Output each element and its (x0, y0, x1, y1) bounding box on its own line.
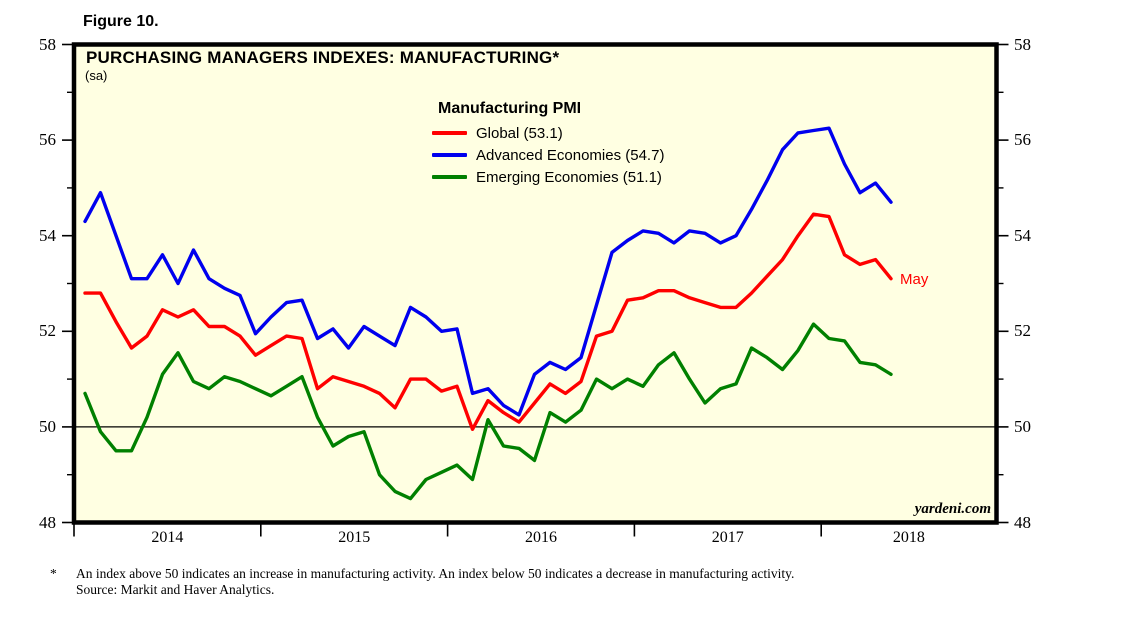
advanced-economies-line-swatch (432, 153, 467, 157)
y-axis-label-left-50: 50 (39, 416, 56, 436)
chart-legend: Manufacturing PMI Global (53.1) Advanced… (432, 100, 664, 188)
x-axis-year-label-2015: 2015 (338, 529, 371, 546)
x-axis-year-label-2014: 2014 (151, 529, 184, 546)
y-axis-label-right-58: 58 (1014, 34, 1031, 54)
y-axis-label-left-56: 56 (39, 130, 56, 150)
emerging-economies-line-swatch (432, 175, 467, 179)
legend-label-global: Global (53.1) (476, 124, 563, 142)
legend-title: Manufacturing PMI (438, 100, 582, 117)
y-axis-label-right-50: 50 (1014, 416, 1031, 436)
legend-label-emerging-economies: Emerging Economies (51.1) (476, 168, 662, 186)
yardeni-watermark: yardeni.com (914, 501, 991, 517)
x-axis-year-label-2016: 2016 (525, 529, 557, 546)
legend-item-advanced-economies: Advanced Economies (54.7) (432, 144, 664, 166)
y-axis-label-left-58: 58 (39, 34, 56, 54)
y-axis-label-left-54: 54 (39, 225, 56, 245)
latest-month-annotation: May (900, 270, 929, 288)
line-series-global (83, 212, 893, 431)
y-axis-label-right-48: 48 (1014, 512, 1031, 532)
legend-item-emerging-economies: Emerging Economies (51.1) (432, 166, 664, 188)
y-axis-label-right-54: 54 (1014, 225, 1031, 245)
legend-label-advanced-economies: Advanced Economies (54.7) (476, 146, 665, 164)
footnote-source: Source: Markit and Haver Analytics. (76, 582, 275, 597)
footnote-text: An index above 50 indicates an increase … (76, 566, 795, 581)
y-axis-label-right-52: 52 (1014, 321, 1031, 341)
footnote: * An index above 50 indicates an increas… (50, 566, 794, 598)
figure-number-label: Figure 10. (83, 13, 159, 30)
x-axis-year-label-2017: 2017 (711, 529, 744, 546)
y-axis-label-left-52: 52 (39, 321, 56, 341)
x-axis-year-label-2018: 2018 (892, 529, 925, 546)
chart-subtitle-sa: (sa) (85, 68, 108, 83)
y-axis-label-right-56: 56 (1014, 130, 1031, 150)
global-line-swatch (432, 131, 467, 135)
chart-title: PURCHASING MANAGERS INDEXES: MANUFACTURI… (86, 48, 560, 67)
line-series-emerging-economies (83, 322, 893, 501)
y-axis-label-left-48: 48 (39, 512, 56, 532)
footnote-asterisk: * (50, 566, 57, 581)
legend-item-global: Global (53.1) (432, 122, 664, 144)
line-series-advanced-economies (83, 126, 893, 417)
